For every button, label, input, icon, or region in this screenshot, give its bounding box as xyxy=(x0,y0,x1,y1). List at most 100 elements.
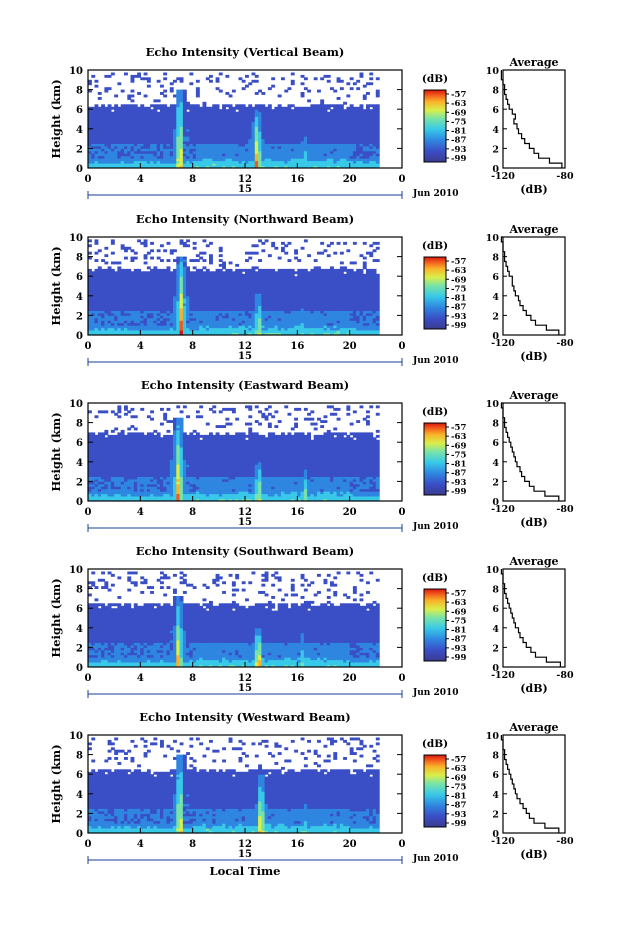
heatmap-cell xyxy=(362,128,367,132)
heatmap-cell xyxy=(238,106,243,110)
heatmap-cell xyxy=(261,133,266,137)
heatmap-cell xyxy=(107,128,112,132)
heatmap-cell xyxy=(140,158,145,162)
heatmap-cell xyxy=(362,131,367,135)
heatmap-cell xyxy=(287,148,292,152)
heatmap-cell xyxy=(375,163,380,166)
heatmap-cell xyxy=(251,128,256,132)
heatmap-cell xyxy=(88,308,92,311)
heatmap-cell xyxy=(359,143,364,147)
heatmap-cell xyxy=(202,310,207,314)
heatmap-cell xyxy=(228,158,233,162)
heatmap-cell xyxy=(343,148,347,152)
heatmap-cell xyxy=(225,308,230,311)
heatmap-cell xyxy=(339,104,344,108)
heatmap-cell xyxy=(94,290,99,294)
heatmap-cell xyxy=(153,138,158,142)
heatmap-cell xyxy=(336,163,341,166)
heatmap-cell xyxy=(94,160,99,164)
heatmap-cell xyxy=(189,121,194,125)
heatmap-cell xyxy=(97,123,102,127)
heatmap-cell xyxy=(245,111,249,115)
heatmap-cell xyxy=(130,259,135,262)
heatmap-cell xyxy=(150,165,154,169)
heatmap-cell xyxy=(163,77,168,81)
heatmap-cell xyxy=(366,109,370,113)
heatmap-cell xyxy=(127,133,132,137)
heatmap-cell xyxy=(267,109,272,113)
heatmap-cell xyxy=(143,141,148,144)
heatmap-cell xyxy=(258,148,262,152)
heatmap-cell xyxy=(225,273,230,277)
heatmap-cell xyxy=(218,325,223,329)
heatmap-cell xyxy=(179,114,184,117)
heatmap-cell xyxy=(330,160,334,164)
heatmap-cell xyxy=(241,295,246,299)
heatmap-cell xyxy=(245,259,249,262)
heatmap-cell xyxy=(205,114,210,117)
heatmap-cell xyxy=(88,111,92,115)
heatmap-cell xyxy=(366,116,370,120)
heatmap-cell xyxy=(192,286,197,289)
heatmap-cell xyxy=(91,312,96,316)
heatmap-cell xyxy=(91,283,96,287)
heatmap-cell xyxy=(209,163,213,166)
heatmap-cell xyxy=(330,241,334,245)
heatmap-cell xyxy=(166,325,171,329)
heatmap-cell xyxy=(192,106,197,110)
heatmap-cell xyxy=(186,286,190,289)
heatmap-cell xyxy=(349,126,354,130)
heatmap-cell xyxy=(225,116,230,120)
heatmap-cell xyxy=(91,155,96,159)
heatmap-cell xyxy=(169,104,174,108)
heatmap-cell xyxy=(88,165,92,169)
heatmap-cell xyxy=(320,165,325,169)
heatmap-cell xyxy=(101,131,105,135)
heatmap-cell xyxy=(369,153,374,157)
heatmap-cell xyxy=(303,111,308,115)
heatmap-cell xyxy=(366,155,370,159)
heatmap-cell xyxy=(294,150,298,154)
heatmap-cell xyxy=(346,123,351,127)
heatmap-cell xyxy=(176,111,181,115)
heatmap-cell xyxy=(117,163,122,166)
heatmap-cell xyxy=(231,136,236,140)
heatmap-cell xyxy=(375,119,380,122)
heatmap-cell xyxy=(114,111,119,115)
heatmap-cell xyxy=(261,249,266,253)
heatmap-cell xyxy=(195,94,200,98)
heatmap-cell xyxy=(120,332,125,336)
heatmap-cell xyxy=(101,312,105,316)
heatmap-cell xyxy=(179,99,184,103)
heatmap-cell xyxy=(110,261,115,265)
heatmap-cell xyxy=(130,271,135,275)
heatmap-cell xyxy=(222,106,226,110)
heatmap-cell xyxy=(150,273,154,277)
heatmap-cell xyxy=(218,254,223,258)
heatmap-cell xyxy=(248,332,253,336)
heatmap-cell xyxy=(307,133,311,137)
heatmap-cell xyxy=(248,111,253,115)
heatmap-cell xyxy=(130,104,135,108)
heatmap-cell xyxy=(130,256,135,260)
heatmap-cell xyxy=(333,121,338,125)
heatmap-cell xyxy=(307,160,311,164)
heatmap-cell xyxy=(303,148,308,152)
heatmap-cell xyxy=(222,281,226,284)
heatmap-cell xyxy=(133,332,138,336)
heatmap-cell xyxy=(186,153,190,157)
heatmap-cell xyxy=(326,150,331,154)
heatmap-cell xyxy=(199,273,204,277)
heatmap-cell xyxy=(88,155,92,159)
heatmap-cell xyxy=(88,143,92,147)
heatmap-cell xyxy=(97,143,102,147)
heatmap-cell xyxy=(241,106,246,110)
heatmap-cell xyxy=(274,158,279,162)
heatmap-cell xyxy=(176,310,181,314)
heatmap-cell xyxy=(336,128,341,132)
heatmap-cell xyxy=(238,298,243,302)
heatmap-cell xyxy=(163,94,168,98)
heatmap-cell xyxy=(205,165,210,169)
heatmap-cell xyxy=(124,106,128,110)
heatmap-cell xyxy=(235,278,240,282)
